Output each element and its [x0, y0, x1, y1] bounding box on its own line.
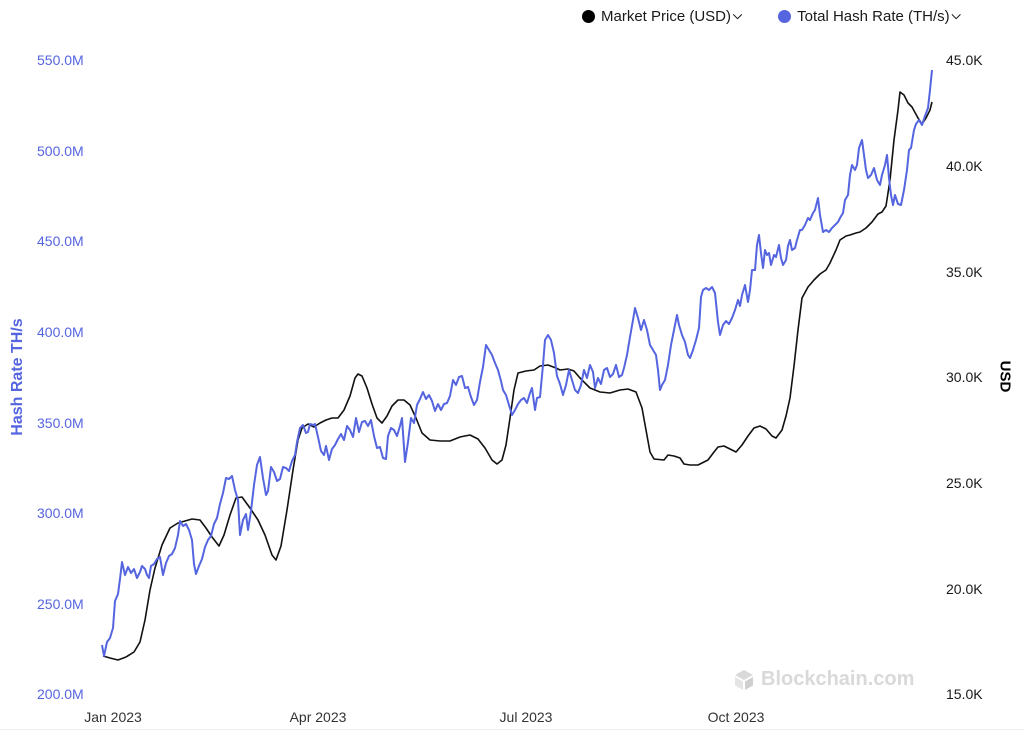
right-tick: 20.0K: [946, 581, 983, 597]
blockchain-logo-icon: [735, 669, 753, 690]
right-tick: 15.0K: [946, 686, 983, 702]
x-tick: Jan 2023: [84, 709, 142, 725]
watermark: Blockchain.com: [733, 668, 914, 691]
x-tick: Jul 2023: [499, 709, 553, 725]
left-tick: 250.0M: [37, 596, 84, 612]
left-tick: 550.0M: [37, 52, 84, 68]
left-tick: 200.0M: [37, 686, 84, 702]
market-price-dot-icon: [582, 10, 595, 23]
left-tick: 300.0M: [37, 505, 84, 521]
left-tick: 450.0M: [37, 233, 84, 249]
left-tick: 350.0M: [37, 415, 84, 431]
legend-market-price[interactable]: Market Price (USD) ⌵: [582, 8, 742, 25]
x-tick: Apr 2023: [289, 709, 347, 725]
watermark-text: Blockchain.com: [761, 668, 915, 690]
left-tick: 400.0M: [37, 324, 84, 340]
left-tick: 500.0M: [37, 143, 84, 159]
chart-legend: Market Price (USD) ⌵ Total Hash Rate (TH…: [582, 8, 961, 25]
right-tick: 25.0K: [946, 475, 983, 491]
market-price-line: [102, 91, 933, 661]
chevron-down-icon[interactable]: ⌵: [733, 8, 743, 22]
x-tick: Oct 2023: [707, 709, 765, 725]
right-tick: 40.0K: [946, 158, 983, 174]
chevron-down-icon[interactable]: ⌵: [951, 8, 961, 22]
hash-rate-line: [101, 69, 933, 657]
hash-rate-dot-icon: [778, 10, 792, 23]
bottom-divider: [0, 729, 1024, 730]
legend-hash-rate-label: Total Hash Rate (TH/s): [797, 8, 950, 25]
right-tick: 30.0K: [946, 369, 983, 385]
legend-market-price-label: Market Price (USD): [601, 8, 732, 25]
right-tick: 45.0K: [946, 52, 983, 68]
legend-hash-rate[interactable]: Total Hash Rate (TH/s) ⌵: [778, 8, 961, 25]
right-tick: 35.0K: [946, 264, 983, 280]
